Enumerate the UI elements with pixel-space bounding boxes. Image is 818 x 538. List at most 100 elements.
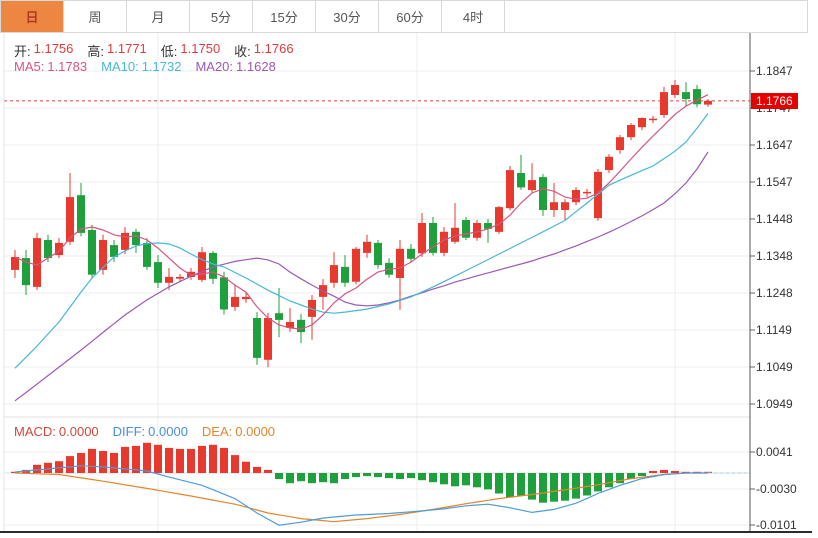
tab-60min[interactable]: 60分 <box>379 1 442 32</box>
ma10-value: 1.1732 <box>141 59 182 74</box>
macd-bar-negative <box>594 473 602 492</box>
macd-bar-positive <box>264 469 272 473</box>
macd-bar-positive <box>253 466 261 473</box>
candle-up <box>451 227 459 242</box>
tab-5min[interactable]: 5分 <box>190 1 253 32</box>
macd-bar-positive <box>132 445 140 473</box>
candle-up <box>66 197 74 242</box>
candle-down <box>253 318 261 358</box>
macd-bar-positive <box>99 451 107 473</box>
macd-bar-positive <box>231 455 239 473</box>
candle-down <box>682 92 690 100</box>
macd-bar-positive <box>176 448 184 473</box>
macd-bar-negative <box>528 473 536 500</box>
macd-bar-negative <box>429 473 437 483</box>
candle-up <box>550 202 558 210</box>
candle-up <box>33 238 41 287</box>
chart-bottom-border <box>0 531 812 533</box>
macd-bar-positive <box>198 445 206 473</box>
macd-bar-negative <box>418 473 426 481</box>
candle-down <box>429 223 437 253</box>
candle-up <box>11 257 19 270</box>
ma20-value: 1.1628 <box>236 59 276 74</box>
ohlc-legend: 开: 1.1756 高: 1.1771 低: 1.1750 收: 1.1766 <box>14 41 294 60</box>
candle-up <box>616 137 624 151</box>
price-axis-label: 1.1049 <box>756 360 793 374</box>
ma-legend: MA5: 1.1783 MA10: 1.1732 MA20: 1.1628 <box>14 59 276 74</box>
macd-bar-negative <box>363 473 371 477</box>
candle-up <box>308 299 316 317</box>
price-axis-label: 1.1348 <box>756 249 793 263</box>
macd-bar-positive <box>33 464 41 473</box>
low-value: 1.1750 <box>180 41 221 56</box>
macd-bar-positive <box>242 461 250 473</box>
macd-bar-negative <box>275 473 283 480</box>
candle-up <box>638 118 646 128</box>
candle-down <box>110 245 118 257</box>
candle-up <box>286 322 294 328</box>
candle-down <box>484 223 492 229</box>
tab-30min[interactable]: 30分 <box>316 1 379 32</box>
macd-value: 0.0000 <box>58 424 99 439</box>
macd-axis-label: -0.0030 <box>756 482 797 496</box>
macd-bar-negative <box>506 473 514 498</box>
macd-bar-negative <box>308 473 316 484</box>
candle-up <box>121 232 129 250</box>
candle-up <box>198 252 206 280</box>
ma10-label: MA10: <box>101 59 139 74</box>
diff-label: DIFF: <box>112 424 146 439</box>
ma5-line <box>14 94 709 330</box>
ma5-label: MA5: <box>14 59 45 74</box>
macd-bar-positive <box>143 442 151 473</box>
macd-bar-positive <box>220 447 228 473</box>
macd-bar-positive <box>154 444 162 473</box>
tab-month[interactable]: 月 <box>127 1 190 32</box>
macd-bar-positive <box>649 471 657 473</box>
candle-up <box>572 190 580 203</box>
macd-axis-label: 0.0041 <box>756 445 793 459</box>
tab-15min[interactable]: 15分 <box>253 1 316 32</box>
candle-down <box>275 313 283 320</box>
close-value: 1.1766 <box>253 41 294 56</box>
tab-week[interactable]: 周 <box>64 1 127 32</box>
macd-bar-negative <box>517 473 525 496</box>
ma20-label: MA20: <box>195 59 234 74</box>
candle-down <box>517 173 525 188</box>
macd-bar-negative <box>616 473 624 484</box>
macd-bar-negative <box>451 473 459 487</box>
macd-bar-positive <box>671 471 679 473</box>
candle-up <box>418 223 426 254</box>
candle-down <box>154 262 162 283</box>
candle-up <box>704 100 712 105</box>
dea-value: 0.0000 <box>235 424 276 439</box>
candle-down <box>132 231 140 246</box>
candle-down <box>341 266 349 283</box>
macd-bar-positive <box>165 447 173 473</box>
macd-bar-negative <box>352 473 360 478</box>
high-value: 1.1771 <box>107 41 147 56</box>
candle-up <box>671 85 679 95</box>
price-axis-label: 1.0949 <box>756 397 793 411</box>
macd-bar-negative <box>440 473 448 485</box>
macd-bar-positive <box>55 461 63 473</box>
ma20-line <box>14 151 709 402</box>
macd-bar-positive <box>88 448 96 473</box>
candle-down <box>297 319 305 332</box>
candle-up <box>528 180 536 191</box>
macd-legend: MACD: 0.0000 DIFF: 0.0000 DEA: 0.0000 <box>14 424 275 439</box>
price-axis-label: 1.1847 <box>756 64 793 78</box>
candle-down <box>44 240 52 259</box>
candle-down <box>407 248 415 259</box>
macd-bar-positive <box>66 456 74 473</box>
price-axis-label: 1.1647 <box>756 138 793 152</box>
tab-4hour[interactable]: 4时 <box>442 1 505 32</box>
candle-down <box>462 220 470 238</box>
macd-bar-negative <box>484 473 492 490</box>
macd-bar-negative <box>572 473 580 499</box>
tab-day[interactable]: 日 <box>1 1 64 32</box>
macd-bar-negative <box>341 473 349 480</box>
macd-bar-negative <box>407 473 415 479</box>
macd-bar-negative <box>605 473 613 488</box>
